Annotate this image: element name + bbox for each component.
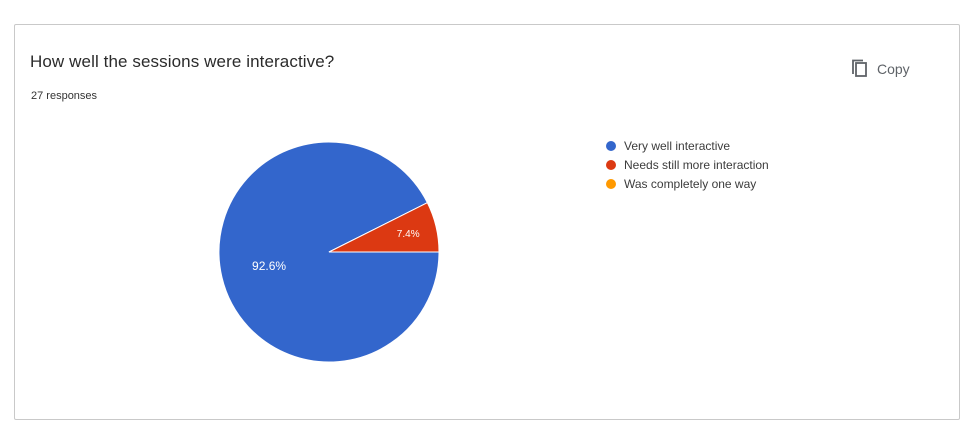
pie-label-very-well: 92.6%: [252, 259, 286, 273]
copy-icon: [852, 59, 867, 77]
legend-swatch-needs-more: [606, 159, 616, 170]
chart-legend: Very well interactive Needs still more in…: [606, 136, 769, 193]
legend-label-needs-more: Needs still more interaction: [624, 157, 769, 172]
copy-button[interactable]: Copy: [851, 55, 910, 83]
pie-label-needs-more: 7.4%: [397, 229, 420, 240]
survey-result-card: Copy: [14, 24, 960, 420]
pie-chart: 92.6% 7.4%: [215, 138, 443, 366]
legend-label-very-well: Very well interactive: [624, 138, 731, 153]
legend-item-very-well[interactable]: Very well interactive: [606, 136, 769, 155]
response-count: 27 responses: [31, 90, 98, 102]
legend-item-one-way[interactable]: Was completely one way: [606, 174, 769, 193]
legend-item-needs-more[interactable]: Needs still more interaction: [606, 155, 769, 174]
legend-swatch-very-well: [606, 140, 616, 151]
pie-slice-needs-more[interactable]: [328, 202, 440, 253]
legend-swatch-one-way: [606, 178, 616, 189]
question-title: How well the sessions were interactive?: [30, 52, 335, 71]
pie-chart-svg: 92.6% 7.4%: [218, 141, 440, 363]
copy-button-label: Copy: [877, 61, 910, 77]
legend-label-one-way: Was completely one way: [624, 176, 757, 191]
